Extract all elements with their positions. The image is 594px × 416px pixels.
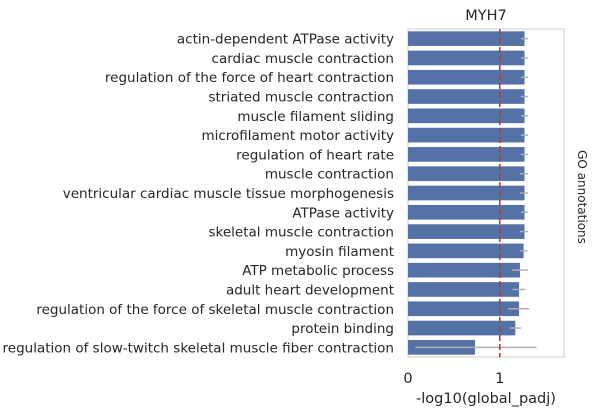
bar <box>408 147 525 162</box>
bar <box>408 224 525 239</box>
category-label: ventricular cardiac muscle tissue morpho… <box>63 186 394 202</box>
bar <box>408 185 525 201</box>
bar <box>408 89 525 104</box>
category-label: striated muscle contraction <box>208 90 394 106</box>
category-label: regulation of the force of heart contrac… <box>105 70 394 86</box>
bar <box>408 282 520 297</box>
x-tick-label: 1 <box>495 371 504 387</box>
category-label: myosin filament <box>285 244 394 260</box>
chart-title: MYH7 <box>465 8 507 24</box>
category-label: actin-dependent ATPase activity <box>177 32 394 48</box>
category-labels: actin-dependent ATPase activity cardiac m… <box>3 32 394 357</box>
category-label: skeletal muscle contraction <box>209 225 395 241</box>
category-label: regulation of the force of skeletal musc… <box>36 302 394 318</box>
bar <box>408 127 525 143</box>
category-label: muscle contraction <box>265 167 394 183</box>
category-label: ATPase activity <box>292 205 394 221</box>
bar <box>408 301 520 317</box>
category-label: adult heart development <box>226 282 394 298</box>
bar <box>408 108 525 124</box>
category-label: ATP metabolic process <box>242 263 394 279</box>
category-label: muscle filament sliding <box>237 109 394 125</box>
bar <box>408 50 525 66</box>
bars <box>408 31 525 355</box>
bar <box>408 166 525 182</box>
category-label: protein binding <box>291 321 394 337</box>
bar <box>408 262 520 278</box>
category-label: microfilament motor activity <box>201 128 394 144</box>
bar <box>408 204 525 220</box>
category-label: regulation of heart rate <box>236 147 394 163</box>
x-tick-label: 0 <box>403 371 412 387</box>
x-axis-title: -log10(global_padj) <box>416 391 556 407</box>
side-label: GO annotations <box>575 150 589 244</box>
bar <box>408 243 524 259</box>
category-label: regulation of slow-twitch skeletal muscl… <box>3 340 394 356</box>
bar <box>408 31 525 46</box>
error-bars <box>415 37 537 349</box>
bar <box>408 320 516 336</box>
category-label: cardiac muscle contraction <box>212 51 394 67</box>
bar <box>408 69 525 85</box>
